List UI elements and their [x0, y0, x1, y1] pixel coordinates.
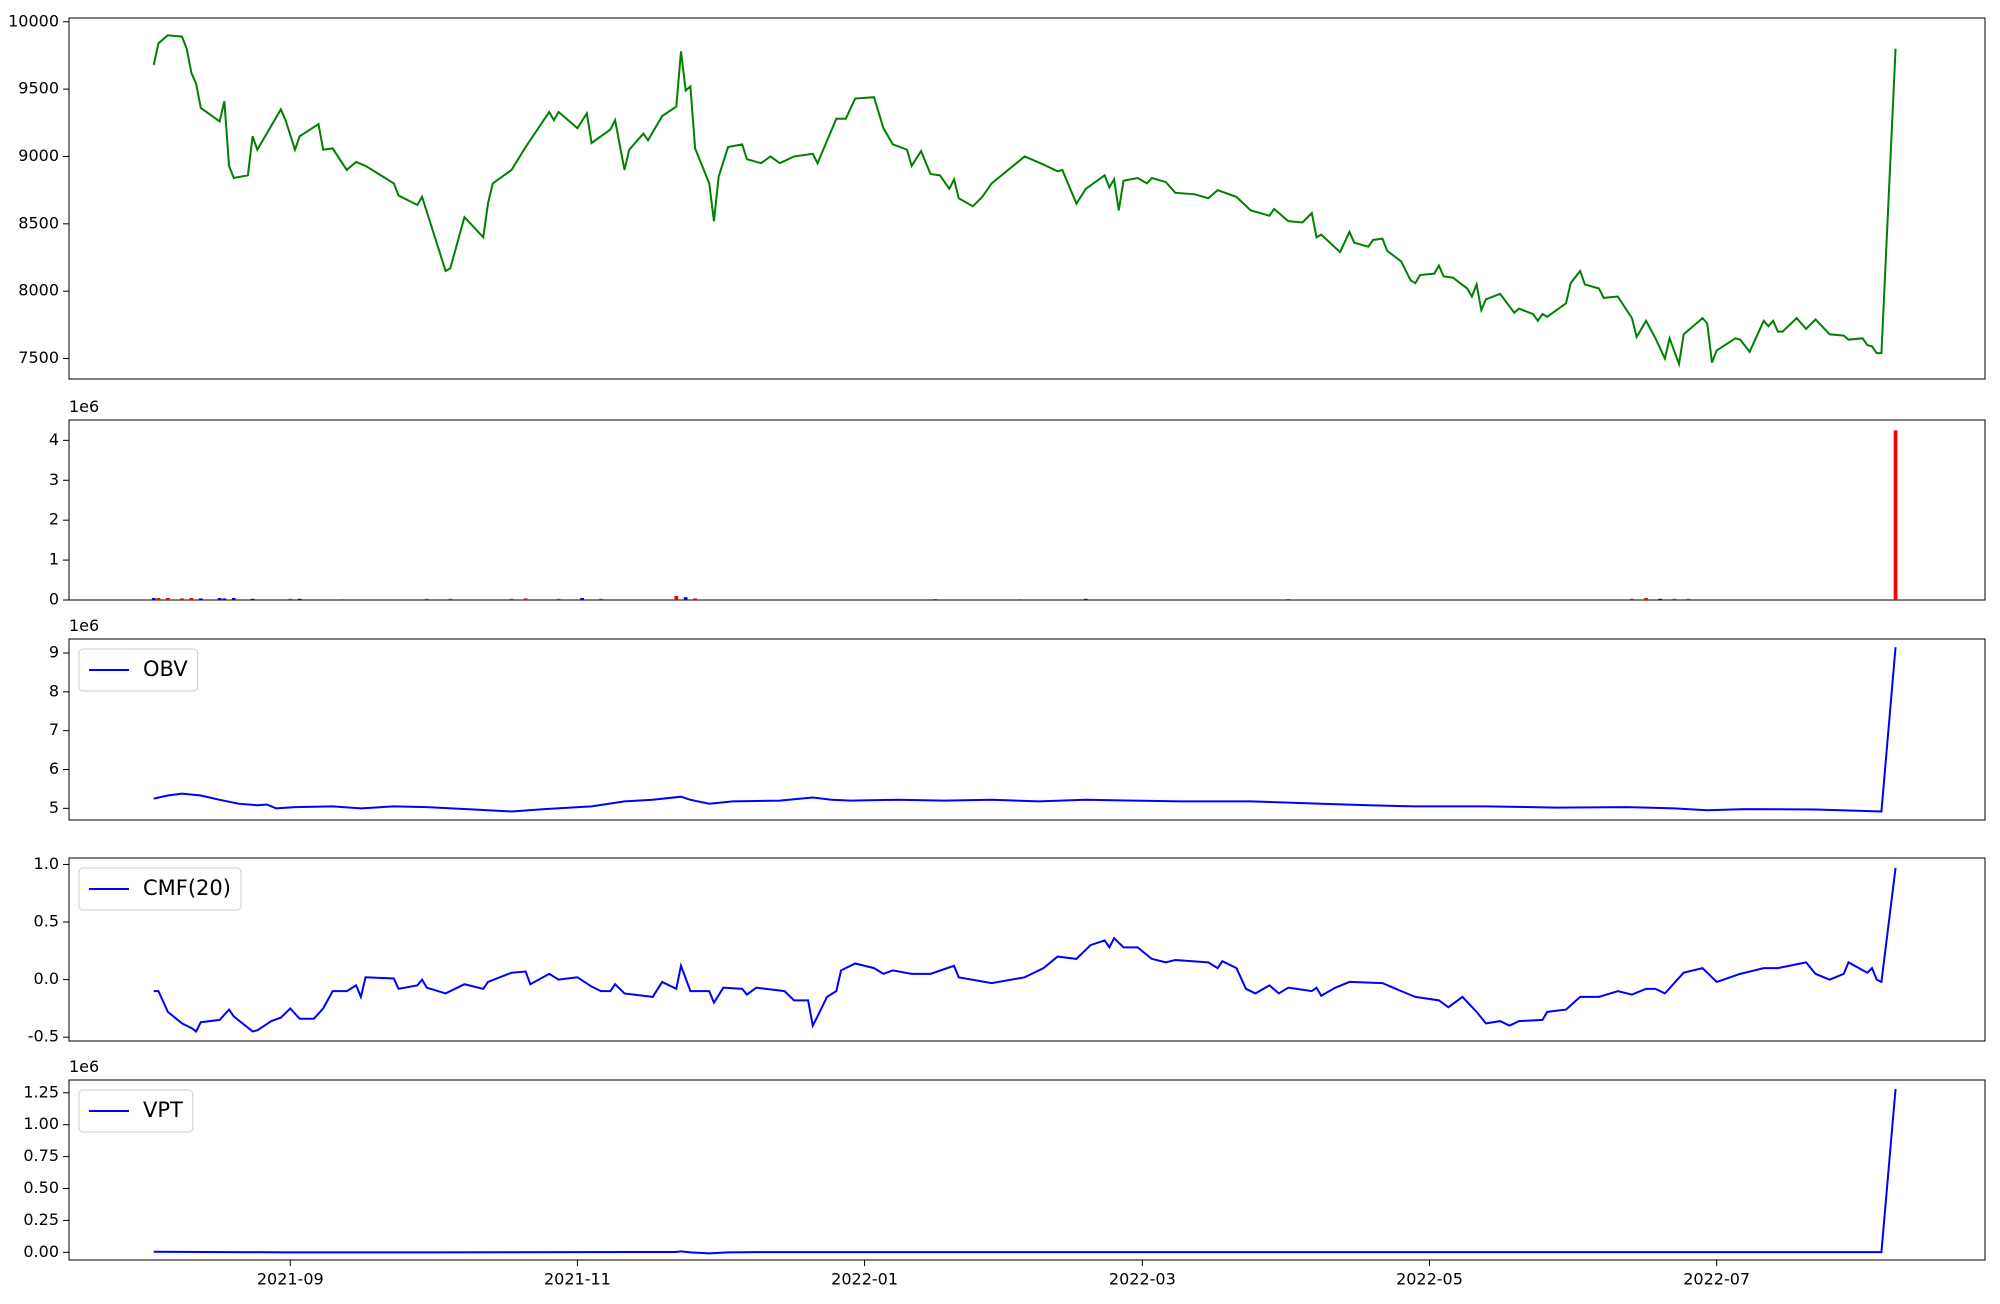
y-tick-label: 3	[49, 470, 59, 489]
y-tick-label: 1.0	[34, 854, 59, 873]
volume-bar	[180, 598, 184, 600]
y-tick-label: -0.5	[28, 1027, 59, 1046]
legend-label: CMF(20)	[143, 876, 231, 900]
series-line	[153, 867, 1897, 1033]
y-tick-label: 9000	[18, 146, 59, 165]
y-tick-label: 2	[49, 510, 59, 529]
y-tick-label: 0.25	[23, 1210, 59, 1229]
legend: CMF(20)	[78, 867, 242, 911]
volume-bar	[1658, 598, 1663, 600]
volume-bar	[580, 598, 585, 600]
volume-bar	[156, 598, 161, 600]
x-tick-label: 2021-11	[544, 1270, 611, 1289]
volume-bar	[693, 598, 697, 600]
x-tick-label: 2022-07	[1683, 1270, 1750, 1289]
volume-bar	[556, 598, 561, 600]
volume-bar	[250, 598, 255, 600]
volume-bar	[448, 598, 453, 600]
series-line	[153, 1088, 1897, 1255]
volume-bar	[288, 598, 293, 600]
y-tick-label: 9500	[18, 79, 59, 98]
y-tick-label: 0.50	[23, 1178, 59, 1197]
volume-bar	[222, 598, 227, 600]
legend-box	[78, 867, 242, 911]
volume-bar	[523, 598, 528, 600]
x-tick-label: 2022-05	[1396, 1270, 1463, 1289]
volume-bar	[1893, 430, 1898, 600]
volume-bar	[198, 598, 203, 600]
volume-bar	[165, 598, 170, 600]
y-tick-label: 8000	[18, 281, 59, 300]
offset-label: 1e6	[69, 616, 99, 635]
legend: VPT	[78, 1089, 194, 1133]
volume-bar	[1686, 598, 1691, 600]
y-tick-label: 8500	[18, 213, 59, 232]
offset-label: 1e6	[69, 1057, 99, 1076]
y-tick-label: 1.25	[23, 1082, 59, 1101]
volume-bar	[189, 598, 194, 600]
plot-frame	[68, 17, 1986, 380]
y-tick-label: 1.00	[23, 1114, 59, 1133]
legend-label: VPT	[143, 1098, 183, 1122]
price-line	[152, 34, 1897, 368]
y-tick-label: 4	[49, 430, 59, 449]
volume-bar	[1018, 599, 1022, 600]
y-tick-label: 1	[49, 550, 59, 569]
volume-bar	[424, 598, 429, 600]
y-tick-label: 0.5	[34, 912, 59, 931]
y-tick-label: 8	[49, 681, 59, 700]
volume-bar	[509, 598, 514, 600]
y-tick-label: 0.75	[23, 1146, 59, 1165]
volume-bar	[217, 598, 222, 600]
series-line	[153, 647, 1897, 813]
plot-frame	[68, 638, 1986, 821]
volume-bar	[1286, 599, 1291, 600]
legend: OBV	[78, 648, 199, 692]
volume-bar	[933, 599, 938, 600]
y-tick-label: 5	[49, 798, 59, 817]
plot-frame	[68, 857, 1986, 1042]
volume-bar	[151, 598, 156, 600]
volume-bar	[1083, 598, 1088, 600]
y-tick-label: 7	[49, 720, 59, 739]
x-tick-label: 2022-03	[1109, 1270, 1176, 1289]
y-tick-label: 0.00	[23, 1242, 59, 1261]
volume-bar	[1644, 598, 1648, 600]
legend-box	[78, 1089, 194, 1133]
volume-bar	[674, 596, 679, 600]
y-tick-label: 6	[49, 759, 59, 778]
plot-frame	[68, 1079, 1986, 1261]
volume-bar	[683, 597, 688, 600]
y-tick-label: 9	[49, 642, 59, 661]
y-tick-label: 0	[49, 590, 59, 609]
volume-bar	[297, 598, 302, 600]
volume-bar	[231, 598, 236, 600]
legend-box	[78, 648, 199, 692]
y-tick-label: 10000	[8, 11, 59, 30]
volume-bar	[340, 599, 344, 600]
y-tick-label: 0.0	[34, 969, 59, 988]
x-tick-label: 2021-09	[257, 1270, 324, 1289]
volume-bar	[1630, 598, 1634, 600]
plot-frame	[68, 419, 1986, 601]
legend-label: OBV	[143, 657, 188, 681]
y-tick-label: 7500	[18, 348, 59, 367]
x-tick-label: 2022-01	[831, 1270, 898, 1289]
offset-label: 1e6	[69, 397, 99, 416]
volume-bar	[599, 598, 603, 600]
volume-bar	[1672, 598, 1677, 600]
